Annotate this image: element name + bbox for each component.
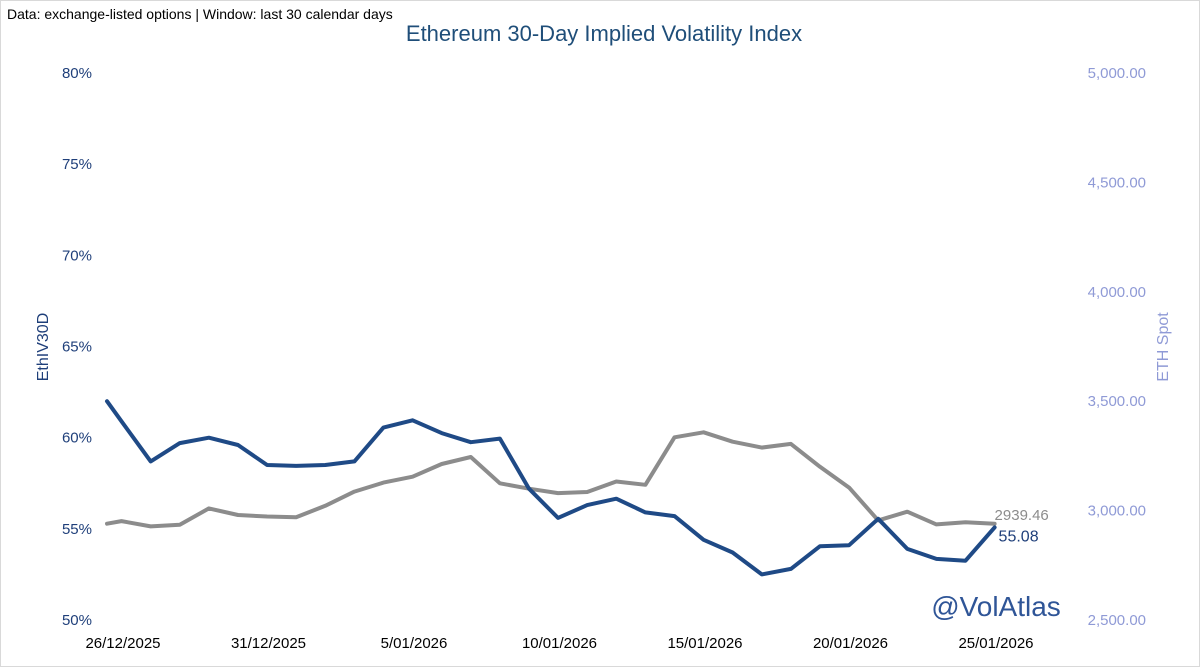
data-point [760,572,764,576]
spot-last-value-label: 2939.46 [995,507,1049,524]
left-tick-label: 50% [62,612,92,629]
data-point [149,524,153,528]
iv-last-value-label: 55.08 [999,528,1039,545]
data-point [469,440,473,444]
left-tick-label: 55% [62,521,92,538]
data-point [207,506,211,510]
spot-series-line [105,430,997,529]
data-point [207,436,211,440]
data-point [527,487,531,491]
right-tick-label: 3,000.00 [1088,503,1146,520]
x-axis-ticks: 26/12/2025 31/12/2025 5/01/2026 10/01/2026 1… [85,635,1033,652]
data-point [905,510,909,514]
data-point [731,551,735,554]
data-point [105,399,109,403]
data-point [120,519,123,523]
iv-series-line [105,399,997,577]
data-point [411,475,415,479]
data-point [149,459,153,463]
data-point [585,490,589,494]
data-point [614,497,618,501]
data-point [876,517,880,521]
data-point [265,515,269,518]
data-point [556,516,560,520]
left-tick-label: 65% [62,339,92,356]
data-point [847,486,851,490]
right-axis-ticks: 2,500.00 3,000.00 3,500.00 4,000.00 4,500.00… [1088,65,1146,629]
data-point [993,522,997,526]
x-tick-label: 26/12/2025 [85,635,160,652]
data-point [323,463,327,467]
data-point [673,514,676,518]
left-tick-label: 80% [62,65,92,82]
x-tick-label: 25/01/2026 [958,635,1033,652]
left-tick-label: 60% [62,430,92,447]
data-point [673,435,676,439]
data-point [105,522,109,526]
left-tick-label: 75% [62,156,92,173]
data-point [498,481,502,485]
x-tick-label: 10/01/2026 [522,635,597,652]
x-tick-label: 31/12/2025 [231,635,306,652]
data-point [236,513,240,517]
left-axis-label: EthIV30D [35,313,52,381]
right-axis-label: ETH Spot [1155,312,1172,382]
data-point [498,437,502,441]
data-point [323,504,327,508]
data-point [469,455,473,459]
data-point [178,441,182,445]
x-tick-label: 20/01/2026 [813,635,888,652]
data-point [934,557,938,561]
data-point [964,520,967,524]
chart-subtitle: Data: exchange-listed options | Window: … [7,6,393,22]
data-point [993,525,997,529]
data-point [440,431,444,435]
data-point [294,464,298,468]
data-point [440,462,444,466]
data-point [789,567,793,571]
watermark: @VolAtlas [931,591,1061,622]
data-point [760,446,764,450]
data-point [702,430,706,434]
right-tick-label: 3,500.00 [1088,393,1146,410]
data-point [789,442,793,446]
right-tick-label: 2,500.00 [1088,612,1146,629]
data-point [236,443,240,447]
data-point [556,491,560,495]
chart-title: Ethereum 30-Day Implied Volatility Index [406,21,802,46]
x-tick-label: 5/01/2026 [381,635,448,652]
data-point [731,440,735,444]
data-point [934,522,938,526]
data-point [120,419,123,423]
series-layer: 55.08 2939.46 [105,399,1049,577]
right-tick-label: 5,000.00 [1088,65,1146,82]
data-point [643,483,647,487]
data-point [585,503,589,507]
data-point [352,459,356,463]
data-point [178,523,182,527]
data-point [964,559,967,563]
x-tick-label: 15/01/2026 [667,635,742,652]
data-point [614,480,618,483]
data-point [905,547,909,551]
left-axis-ticks: 50% 55% 60% 65% 70% 75% 80% [62,65,92,629]
data-point [381,481,385,485]
data-point [643,510,647,514]
right-tick-label: 4,000.00 [1088,284,1146,301]
left-tick-label: 70% [62,247,92,264]
data-point [352,490,356,494]
data-point [411,418,415,422]
data-point [818,465,822,469]
data-point [818,544,822,548]
data-point [294,515,298,519]
data-point [702,538,706,542]
data-point [381,426,385,430]
data-point [847,543,851,547]
right-tick-label: 4,500.00 [1088,174,1146,191]
data-point [265,463,269,467]
